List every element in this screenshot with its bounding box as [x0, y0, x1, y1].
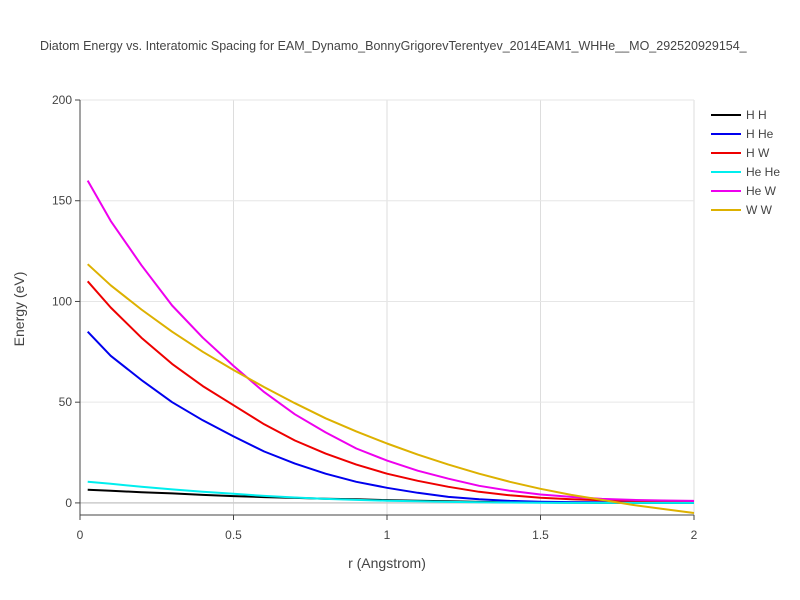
- legend-label-he-w: He W: [746, 184, 777, 198]
- y-tick-label: 50: [59, 395, 73, 409]
- y-axis-title: Energy (eV): [11, 272, 27, 347]
- legend-label-w-w: W W: [746, 203, 773, 217]
- x-tick-label: 2: [691, 528, 698, 542]
- legend: H H H He H W He He He W W W: [711, 108, 780, 217]
- grid: [80, 99, 695, 515]
- legend-label-he-he: He He: [746, 165, 780, 179]
- chart-title: Diatom Energy vs. Interatomic Spacing fo…: [40, 39, 748, 53]
- series-line-w-w: [87, 263, 695, 514]
- y-tick-label: 150: [52, 194, 72, 208]
- series-line-he-w: [86, 180, 695, 502]
- legend-label-h-he: H He: [746, 127, 774, 141]
- x-tick-label: 1.5: [532, 528, 549, 542]
- series-group: [86, 180, 695, 514]
- series-line-h-he: [86, 331, 694, 504]
- series-line-h-w: [86, 280, 695, 503]
- series-line-he-he: [87, 480, 694, 504]
- y-tick-label: 200: [52, 93, 72, 107]
- y-tick-label: 0: [65, 496, 72, 510]
- axes: [75, 99, 695, 520]
- legend-label-h-h: H H: [746, 108, 767, 122]
- x-tick-label: 0: [77, 528, 84, 542]
- y-tick-label: 100: [52, 294, 72, 308]
- x-axis-title: r (Angstrom): [348, 555, 426, 571]
- x-tick-label: 1: [384, 528, 391, 542]
- x-tick-label: 0.5: [225, 528, 242, 542]
- tick-labels: 0 0.5 1 1.5 2 0 50 100 150 200: [52, 93, 698, 542]
- legend-label-h-w: H W: [746, 146, 770, 160]
